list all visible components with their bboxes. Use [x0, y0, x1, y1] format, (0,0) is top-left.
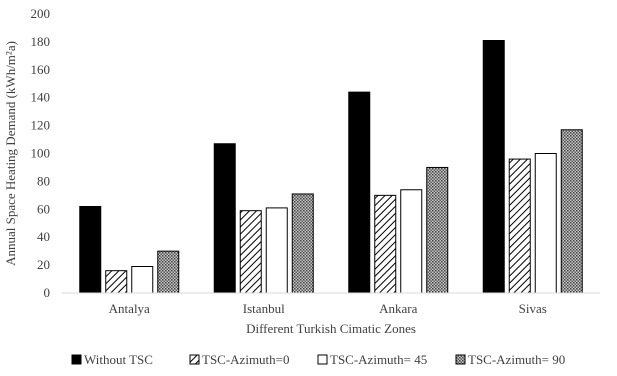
legend-swatch	[71, 354, 82, 365]
y-tick-label: 20	[37, 257, 50, 272]
y-tick-label: 0	[44, 285, 51, 300]
y-tick-label: 160	[31, 62, 51, 77]
legend-item: TSC-Azimuth=0	[189, 352, 290, 367]
y-axis-title: Annual Space Heating Demand (kWh/m²a)	[3, 41, 18, 266]
bar	[213, 143, 236, 294]
x-axis-ticks: Antalya Istanbul Ankara Sivas	[109, 301, 547, 316]
legend-item: TSC-Azimuth= 45	[317, 352, 427, 367]
bar	[131, 265, 154, 294]
y-tick-label: 120	[31, 118, 51, 133]
bars	[79, 40, 583, 294]
x-axis-title: Different Turkish Cimatic Zones	[246, 321, 416, 336]
legend-label: Without TSC	[84, 352, 153, 367]
bar	[157, 250, 180, 294]
y-tick-label: 60	[37, 201, 50, 216]
bar	[291, 193, 314, 294]
bar	[374, 194, 397, 294]
y-tick-label: 200	[31, 6, 51, 21]
legend-item: TSC-Azimuth= 90	[455, 352, 565, 367]
bar	[534, 153, 557, 294]
bar	[426, 166, 449, 294]
legend-label: TSC-Azimuth=0	[202, 352, 290, 367]
bar	[348, 91, 371, 294]
bar	[482, 40, 505, 294]
legend-swatch	[189, 354, 200, 365]
x-tick-label: Ankara	[379, 301, 417, 316]
y-tick-label: 140	[31, 90, 51, 105]
y-tick-label: 100	[31, 146, 51, 161]
legend-swatch	[455, 354, 466, 365]
y-tick-label: 80	[37, 173, 50, 188]
bar	[265, 207, 288, 294]
y-tick-label: 40	[37, 229, 50, 244]
legend-label: TSC-Azimuth= 45	[330, 352, 427, 367]
legend-swatch	[317, 354, 328, 365]
legend: Without TSC TSC-Azimuth=0 TSC-Azimuth= 45 T…	[71, 352, 565, 367]
bar	[508, 158, 531, 294]
x-tick-label: Sivas	[519, 301, 547, 316]
y-axis-ticks: 0 20 40 60 80 100 120 140 160 180 200	[31, 6, 51, 300]
bar	[239, 210, 262, 294]
x-tick-label: Istanbul	[243, 301, 285, 316]
bar	[400, 189, 423, 294]
bar	[560, 129, 583, 294]
legend-label: TSC-Azimuth= 90	[468, 352, 565, 367]
bar	[79, 206, 102, 294]
x-tick-label: Antalya	[109, 301, 150, 316]
y-tick-label: 180	[31, 34, 51, 49]
bar	[105, 270, 128, 294]
legend-item: Without TSC	[71, 352, 153, 367]
